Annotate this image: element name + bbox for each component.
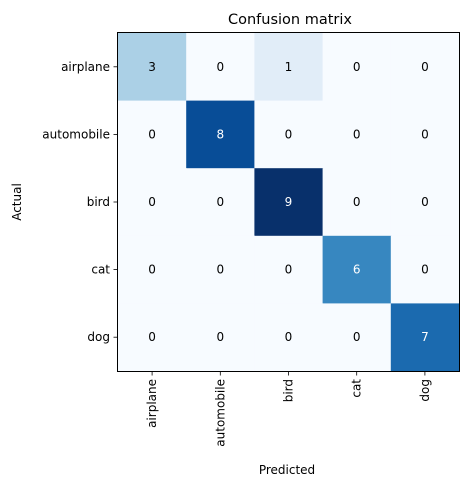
cell-value-label: 0	[216, 330, 224, 344]
heatmap-cell	[390, 100, 460, 169]
heatmap-cell	[322, 33, 392, 102]
heatmap-cell	[118, 168, 187, 237]
heatmap-cell	[390, 235, 460, 304]
y-tick-label: bird	[87, 195, 110, 209]
cell-value-label: 0	[353, 330, 361, 344]
heatmap-cell	[118, 303, 187, 372]
heatmap-cell	[186, 168, 255, 237]
cell-value-label: 0	[148, 127, 156, 141]
cell-value-label: 0	[285, 127, 293, 141]
cell-value-label: 0	[421, 263, 429, 277]
heatmap-cell	[322, 168, 392, 237]
heatmap-cell	[322, 235, 392, 304]
cell-value-label: 0	[148, 330, 156, 344]
cell-value-label: 0	[421, 60, 429, 74]
y-axis-ticks: airplane automobile bird cat dog	[42, 60, 118, 344]
heatmap-cell-labels: 3 0 1 0 0 0 8 0 0 0 0 0 9 0 0 0 0 0 6 0 0 0 0 0 7	[148, 60, 428, 344]
cell-value-label: 0	[216, 60, 224, 74]
heatmap-cell	[186, 100, 255, 169]
x-tick-label: automobile	[213, 379, 227, 447]
heatmap-cell	[118, 33, 187, 102]
cell-value-label: 0	[421, 195, 429, 209]
heatmap-cell	[390, 168, 460, 237]
heatmap-cell	[322, 100, 392, 169]
heatmap-cell	[390, 33, 460, 102]
cell-value-label: 0	[216, 195, 224, 209]
cell-value-label: 8	[216, 127, 224, 141]
cell-value-label: 0	[148, 195, 156, 209]
cell-value-label: 0	[353, 60, 361, 74]
heatmap-cell	[118, 100, 187, 169]
cell-value-label: 0	[148, 263, 156, 277]
x-tick-label: dog	[418, 379, 432, 402]
heatmap-cell	[186, 303, 255, 372]
y-tick-label: automobile	[42, 127, 110, 141]
cell-value-label: 3	[148, 60, 156, 74]
heatmap-cell	[254, 168, 324, 237]
heatmap-cell	[254, 303, 324, 372]
y-tick-label: dog	[87, 330, 110, 344]
heatmap-cell	[186, 33, 255, 102]
cell-value-label: 0	[353, 127, 361, 141]
cell-value-label: 0	[353, 195, 361, 209]
cell-value-label: 7	[421, 330, 429, 344]
heatmap-cell	[390, 303, 460, 372]
cell-value-label: 0	[285, 330, 293, 344]
heatmap-cell	[186, 235, 255, 304]
cell-value-label: 9	[285, 195, 293, 209]
cell-value-label: 0	[421, 127, 429, 141]
cell-value-label: 6	[353, 263, 361, 277]
cell-value-label: 0	[285, 263, 293, 277]
heatmap-cell	[254, 100, 324, 169]
x-axis-label: Predicted	[259, 463, 315, 477]
x-tick-label: airplane	[145, 379, 159, 428]
y-axis-label: Actual	[10, 183, 24, 221]
cell-value-label: 0	[216, 263, 224, 277]
cell-value-label: 1	[285, 60, 293, 74]
chart-title: Confusion matrix	[228, 12, 352, 28]
x-tick-label: bird	[282, 379, 296, 402]
x-tick-label: cat	[350, 379, 364, 398]
heatmap-cell	[254, 33, 324, 102]
x-axis-ticks: airplane automobile bird cat dog	[145, 371, 432, 447]
heatmap-cells	[118, 33, 460, 372]
heatmap-cell	[254, 235, 324, 304]
y-tick-label: airplane	[61, 60, 110, 74]
y-tick-label: cat	[91, 263, 110, 277]
heatmap-cell	[118, 235, 187, 304]
heatmap-cell	[322, 303, 392, 372]
